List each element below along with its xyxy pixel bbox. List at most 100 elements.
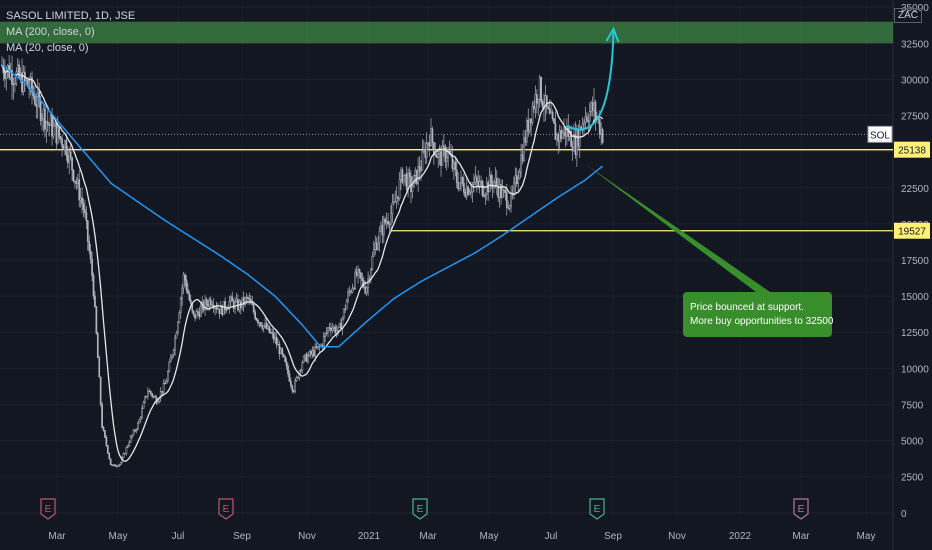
candle-body — [91, 259, 93, 276]
candle-body — [126, 445, 129, 448]
candle-body — [272, 332, 275, 340]
ma200-legend[interactable]: MA (200, close, 0) — [6, 26, 95, 38]
candle-body — [395, 196, 398, 202]
ma200-line — [1, 64, 604, 348]
candle-body — [601, 129, 604, 143]
candle-body — [61, 138, 63, 147]
candle-body — [245, 297, 248, 299]
candle-body — [591, 102, 594, 111]
candle-body — [169, 357, 172, 363]
y-tick-label: 27500 — [901, 112, 929, 123]
candle-body — [384, 218, 387, 224]
x-tick-label: Nov — [668, 531, 686, 542]
candle-body — [181, 287, 184, 300]
candle-body — [335, 330, 338, 334]
candle-body — [255, 318, 258, 321]
candle-body — [304, 354, 307, 357]
candle-body — [301, 362, 304, 371]
candle-body — [600, 129, 603, 135]
candle-body — [354, 271, 357, 289]
candle-body — [115, 465, 118, 468]
candle-body — [215, 306, 218, 310]
candle-body — [557, 134, 560, 142]
candle-body — [480, 180, 482, 183]
candle-body — [527, 119, 530, 132]
candle-body — [235, 299, 238, 302]
candle-body — [225, 309, 228, 311]
candle-body — [558, 130, 561, 142]
candle-body — [165, 380, 168, 384]
candle-body — [387, 221, 389, 225]
price-axis[interactable]: 0250050007500100001250015000175002000022… — [867, 3, 930, 520]
moving-averages-layer — [1, 64, 604, 462]
candle-body — [188, 293, 191, 301]
symbol-title[interactable]: SASOL LIMITED, 1D, JSE — [6, 10, 136, 22]
candle-body — [358, 269, 361, 273]
candle-body — [269, 332, 272, 334]
candle-body — [400, 169, 402, 180]
candle-body — [467, 186, 470, 195]
candle-body — [159, 390, 162, 399]
candle-body — [425, 143, 428, 158]
candle-body — [218, 308, 221, 314]
candle-body — [122, 453, 125, 459]
candle-body — [587, 119, 590, 122]
candle-body — [258, 322, 261, 324]
candle-body — [504, 190, 507, 193]
candle-body — [56, 127, 59, 144]
candle-body — [194, 313, 196, 319]
candle-body — [517, 178, 520, 184]
candle-body — [192, 310, 195, 315]
candle-body — [132, 430, 135, 436]
y-tick-label: 10000 — [901, 364, 929, 375]
candle-body — [162, 383, 165, 393]
support-badge-upper-bg — [894, 141, 930, 158]
candle-body — [198, 312, 201, 317]
ma20-legend[interactable]: MA (20, close, 0) — [6, 42, 89, 54]
candle-body — [563, 127, 565, 134]
candle-body — [152, 395, 155, 398]
y-tick-label: 32500 — [901, 39, 929, 50]
candle-body — [457, 182, 460, 190]
candle-body — [41, 118, 43, 121]
candle-body — [352, 288, 355, 290]
candle-body — [535, 94, 538, 104]
candle-body — [508, 205, 511, 209]
candle-body — [367, 278, 369, 289]
projection-curve — [565, 28, 615, 131]
earnings-marker-label: E — [223, 504, 230, 515]
candle-body — [485, 182, 488, 195]
currency-badge[interactable]: ZAC — [894, 8, 922, 23]
candle-body — [530, 118, 532, 123]
candle-body — [561, 132, 564, 139]
candle-body — [238, 301, 241, 311]
candle-body — [164, 383, 166, 385]
candle-body — [144, 396, 146, 403]
candle-body — [347, 291, 349, 302]
y-tick-label: 17500 — [901, 256, 929, 267]
candle-body — [85, 212, 88, 221]
candle-body — [105, 437, 108, 446]
candle-body — [554, 123, 557, 140]
candle-body — [18, 64, 21, 78]
candle-body — [168, 361, 171, 373]
candle-body — [222, 301, 225, 315]
candle-body — [147, 391, 149, 397]
candle-body — [571, 146, 574, 151]
candle-body — [365, 287, 368, 294]
candle-body — [321, 344, 324, 347]
candle-body — [540, 76, 542, 102]
earnings-marker-label: E — [45, 504, 52, 515]
candle-body — [112, 464, 115, 466]
candle-body — [45, 121, 48, 130]
candle-body — [35, 104, 38, 107]
earnings-marker — [412, 498, 428, 520]
candle-body — [251, 302, 254, 306]
candle-body — [484, 194, 487, 197]
candle-body — [537, 99, 540, 104]
candle-body — [82, 203, 85, 210]
time-axis[interactable]: Mar May Jul Sep Nov 2021 Mar May Jul Sep Nov 2022 Ma… — [48, 531, 875, 542]
candle-body — [25, 80, 28, 82]
